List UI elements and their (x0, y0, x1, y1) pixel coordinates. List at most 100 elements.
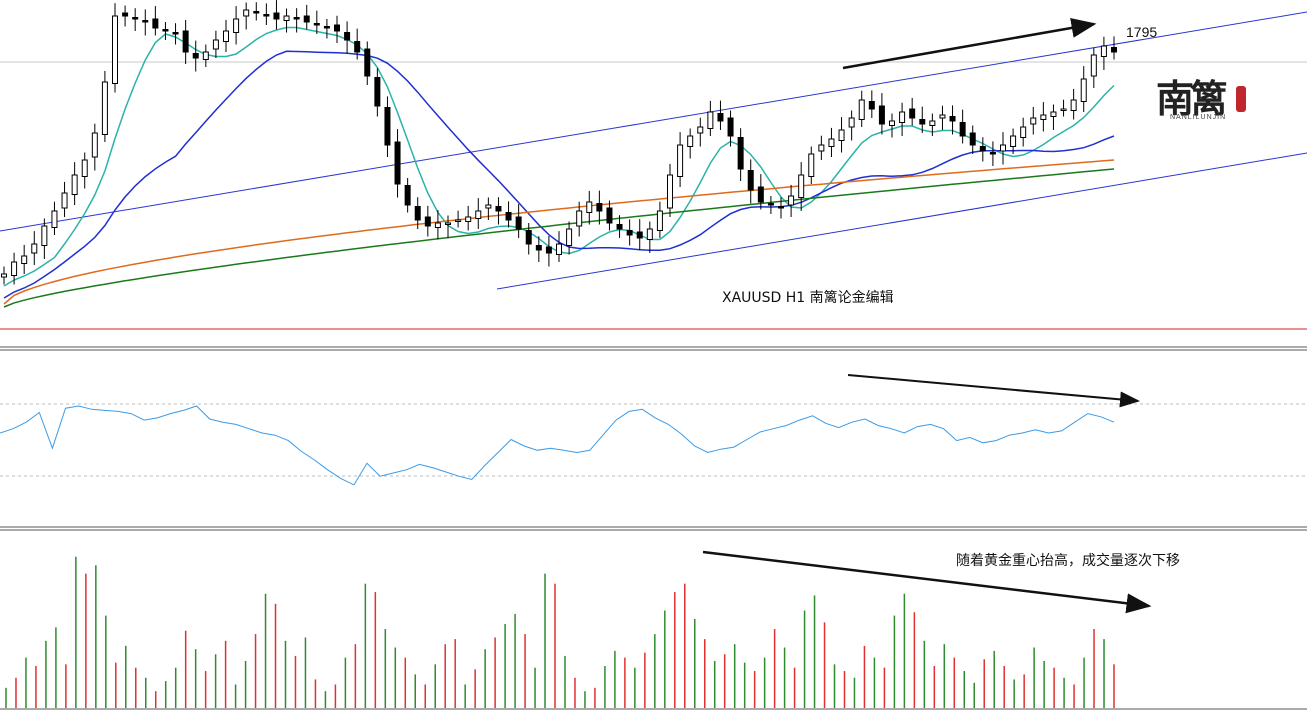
candle-body (586, 201, 593, 213)
candle-body (1040, 114, 1047, 120)
candle-body (182, 30, 189, 53)
volume-bars (5, 556, 1115, 708)
candle (909, 97, 916, 126)
candle-body (263, 14, 270, 17)
candle-body (253, 11, 260, 14)
oscillator-trend-arrow (847, 374, 1140, 408)
candle (31, 231, 38, 265)
candle (384, 96, 391, 157)
candle-body (495, 206, 502, 212)
candle (485, 197, 492, 220)
candle (788, 184, 795, 217)
candle-body (212, 39, 219, 50)
candle-body (384, 107, 391, 146)
candle-body (323, 26, 330, 29)
candle-body (374, 77, 381, 107)
candle (11, 252, 18, 285)
candle-body (1090, 54, 1097, 77)
candle-body (303, 15, 310, 23)
candle (192, 40, 199, 72)
brand-logo: 南篱 NANLILUNJIN (1150, 68, 1260, 130)
candle-body (142, 20, 149, 23)
candle (1050, 104, 1057, 130)
candle (21, 244, 28, 274)
candle-body (91, 132, 98, 158)
trend-channel (0, 11, 1307, 290)
candle-body (959, 122, 966, 137)
candle-body (576, 210, 583, 227)
candle-body (424, 216, 431, 227)
candle-body (525, 230, 532, 245)
candle (1070, 88, 1077, 120)
candle (152, 6, 159, 36)
oscillator-panel (0, 403, 1307, 486)
candle-body (475, 210, 482, 219)
candle-body (939, 114, 946, 119)
candle (475, 198, 482, 229)
candle-body (112, 15, 118, 84)
candle (1000, 132, 1006, 165)
candle-body (394, 141, 401, 185)
candle-body (465, 216, 472, 222)
candle-body (21, 255, 28, 264)
candle (939, 105, 946, 130)
candle (495, 197, 502, 225)
candle (303, 4, 310, 30)
candle-body (737, 137, 744, 170)
candle-body (334, 24, 340, 32)
candle (51, 201, 58, 235)
candle-body (767, 203, 774, 206)
candle (182, 19, 189, 64)
candle-body (515, 216, 522, 230)
candle-body (485, 204, 492, 209)
candle-body (122, 12, 129, 17)
candle-body (344, 32, 351, 41)
ma-slow2-line (3, 168, 1115, 308)
candle-body (556, 243, 562, 255)
candle-body (606, 207, 613, 224)
candle (566, 221, 573, 255)
candle (1100, 36, 1107, 70)
candle (656, 201, 663, 238)
candle-body (404, 185, 411, 206)
candle (233, 6, 240, 45)
candle-body (848, 117, 855, 128)
candle-body (566, 228, 573, 246)
oscillator-line (0, 405, 1115, 486)
candle (586, 190, 593, 225)
candle-body (192, 53, 199, 59)
candle-body (697, 126, 704, 134)
candle (414, 197, 421, 229)
candle (929, 113, 936, 136)
candle-body (989, 152, 996, 155)
candlestick-series (1, 0, 1117, 285)
candle-body (152, 18, 159, 29)
candle (979, 137, 986, 162)
candle (1060, 99, 1067, 117)
candle-body (798, 174, 805, 198)
symbol-label: XAUUSD H1 南篱论金编辑 (722, 290, 894, 306)
ma-slow1-line (3, 159, 1115, 305)
candle (445, 215, 451, 238)
moving-average-lines (3, 26, 1115, 308)
candle (41, 218, 48, 259)
candle-body (929, 120, 936, 126)
candle (334, 15, 340, 43)
candle (1080, 66, 1087, 112)
candle (1040, 102, 1047, 132)
candle-body (455, 219, 462, 222)
candle-body (899, 111, 906, 123)
candle-body (889, 120, 895, 126)
candle (91, 123, 98, 171)
candle (364, 41, 371, 85)
candle-body (202, 51, 209, 60)
logo-text: 南篱 (1156, 76, 1228, 121)
candle (818, 135, 825, 160)
candle (767, 196, 774, 214)
candle (505, 201, 512, 228)
candle (122, 5, 129, 27)
candle (858, 90, 865, 127)
candle-body (969, 132, 976, 146)
candle (1010, 128, 1017, 154)
candle-body (293, 17, 300, 20)
